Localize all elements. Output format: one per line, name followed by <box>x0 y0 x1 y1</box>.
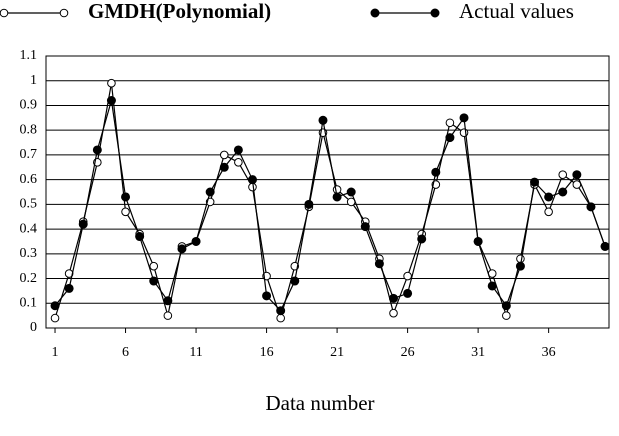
data-point <box>149 261 159 271</box>
data-point <box>276 306 286 316</box>
plot-frame <box>45 55 610 329</box>
data-point <box>600 241 610 251</box>
x-axis-label: Data number <box>265 391 374 415</box>
y-tick-label: 0.5 <box>20 197 38 212</box>
legend-marker <box>0 8 9 18</box>
data-point <box>191 236 201 246</box>
y-tick-label: 1 <box>30 73 37 88</box>
data-point <box>247 175 257 185</box>
data-point <box>374 259 384 269</box>
data-point <box>262 291 272 301</box>
data-point <box>572 170 582 180</box>
y-tick-label: 0.1 <box>20 295 38 310</box>
y-tick-label: 0.6 <box>20 172 38 187</box>
data-point <box>516 254 525 264</box>
x-tick-label: 31 <box>471 345 485 360</box>
data-point <box>586 202 596 212</box>
x-tick-label: 1 <box>52 345 59 360</box>
data-point <box>445 133 455 143</box>
data-point <box>107 78 116 88</box>
y-tick-label: 0.8 <box>20 122 38 137</box>
data-point <box>558 187 568 197</box>
data-point <box>487 281 497 291</box>
y-tick-label: 0.9 <box>20 98 38 113</box>
data-point <box>445 118 455 128</box>
data-point <box>78 219 88 229</box>
data-point <box>163 311 173 320</box>
x-tick-label: 26 <box>401 345 415 360</box>
data-point <box>92 145 102 155</box>
data-point <box>459 113 469 123</box>
data-point <box>473 236 483 246</box>
data-point <box>544 207 553 217</box>
data-point <box>360 222 370 232</box>
data-point <box>163 296 173 306</box>
data-point <box>403 271 412 281</box>
legend-label: GMDH(Polynomial) <box>88 0 271 23</box>
legend-label: Actual values <box>459 0 574 23</box>
series-line <box>54 83 606 321</box>
data-point <box>558 170 568 179</box>
data-point <box>389 293 399 303</box>
x-tick-label: 21 <box>330 345 344 360</box>
data-point <box>417 234 427 244</box>
data-point <box>121 192 131 202</box>
data-point <box>135 232 145 242</box>
data-point <box>403 288 413 298</box>
y-tick-label: 0.3 <box>20 246 38 261</box>
data-point <box>64 283 74 293</box>
data-point <box>149 276 159 286</box>
data-point <box>501 301 511 311</box>
x-tick-label: 11 <box>189 345 202 360</box>
data-point <box>459 128 469 137</box>
data-point <box>121 207 130 217</box>
data-point <box>290 276 300 286</box>
y-tick-label: 0.4 <box>20 221 38 236</box>
data-point <box>234 158 243 167</box>
data-point <box>106 96 116 106</box>
y-tick-label: 0.2 <box>20 271 38 286</box>
data-point <box>515 261 525 271</box>
data-point <box>205 187 215 197</box>
data-point <box>219 162 229 172</box>
legend-marker <box>370 8 380 18</box>
data-point <box>318 115 328 125</box>
data-point <box>276 313 285 323</box>
x-tick-label: 6 <box>122 345 129 360</box>
series-line <box>54 100 606 312</box>
data-point <box>304 199 314 209</box>
data-point <box>219 150 229 160</box>
data-point <box>389 308 398 318</box>
legend-marker <box>430 8 440 18</box>
data-point <box>332 185 342 194</box>
data-point <box>233 145 243 155</box>
data-point <box>346 187 356 197</box>
data-point <box>544 192 554 202</box>
data-point <box>530 177 540 187</box>
data-point <box>431 167 441 177</box>
y-tick-label: 1.1 <box>20 48 38 63</box>
y-tick-label: 0 <box>30 320 37 335</box>
y-tick-label: 0.7 <box>20 147 38 162</box>
data-point <box>332 192 342 202</box>
legend-marker <box>59 8 69 18</box>
data-point <box>50 313 60 323</box>
x-tick-label: 16 <box>260 345 274 360</box>
data-point <box>50 301 60 311</box>
data-point <box>502 311 511 320</box>
data-point <box>177 244 187 254</box>
x-tick-label: 36 <box>542 345 556 360</box>
